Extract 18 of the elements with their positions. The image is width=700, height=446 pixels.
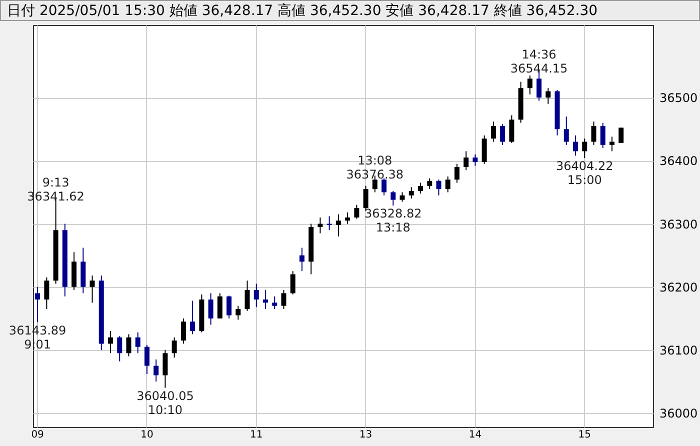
annotation: 14:36 36544.15 xyxy=(510,48,568,76)
y-tick-label: 36300 xyxy=(660,217,698,232)
annotation: 36040.05 10:10 xyxy=(136,388,194,417)
chart-title: 日付 2025/05/01 15:30 始値 36,428.17 高値 36,452.30 安値 36,428.17 終値 36,452.30 xyxy=(0,0,700,21)
y-tick-label: 36500 xyxy=(660,91,698,106)
annotation: 13:08 36376.38 xyxy=(346,154,404,182)
y-tick-label: 36400 xyxy=(660,154,698,168)
x-tick-label: 10 xyxy=(140,430,154,440)
annotation: 36328.82 13:18 xyxy=(364,206,422,235)
x-tick-label: 11 xyxy=(250,430,263,440)
x-tick-label: 13 xyxy=(359,430,372,440)
x-tick-label: 09 xyxy=(31,430,44,440)
x-tick-label: 14 xyxy=(468,430,482,440)
x-tick-label: 15 xyxy=(578,430,591,440)
y-tick-label: 36000 xyxy=(660,406,698,421)
y-tick-label: 36100 xyxy=(660,344,698,358)
y-tick-label: 36200 xyxy=(660,280,698,294)
annotation: 36404.22 15:00 xyxy=(556,159,614,188)
